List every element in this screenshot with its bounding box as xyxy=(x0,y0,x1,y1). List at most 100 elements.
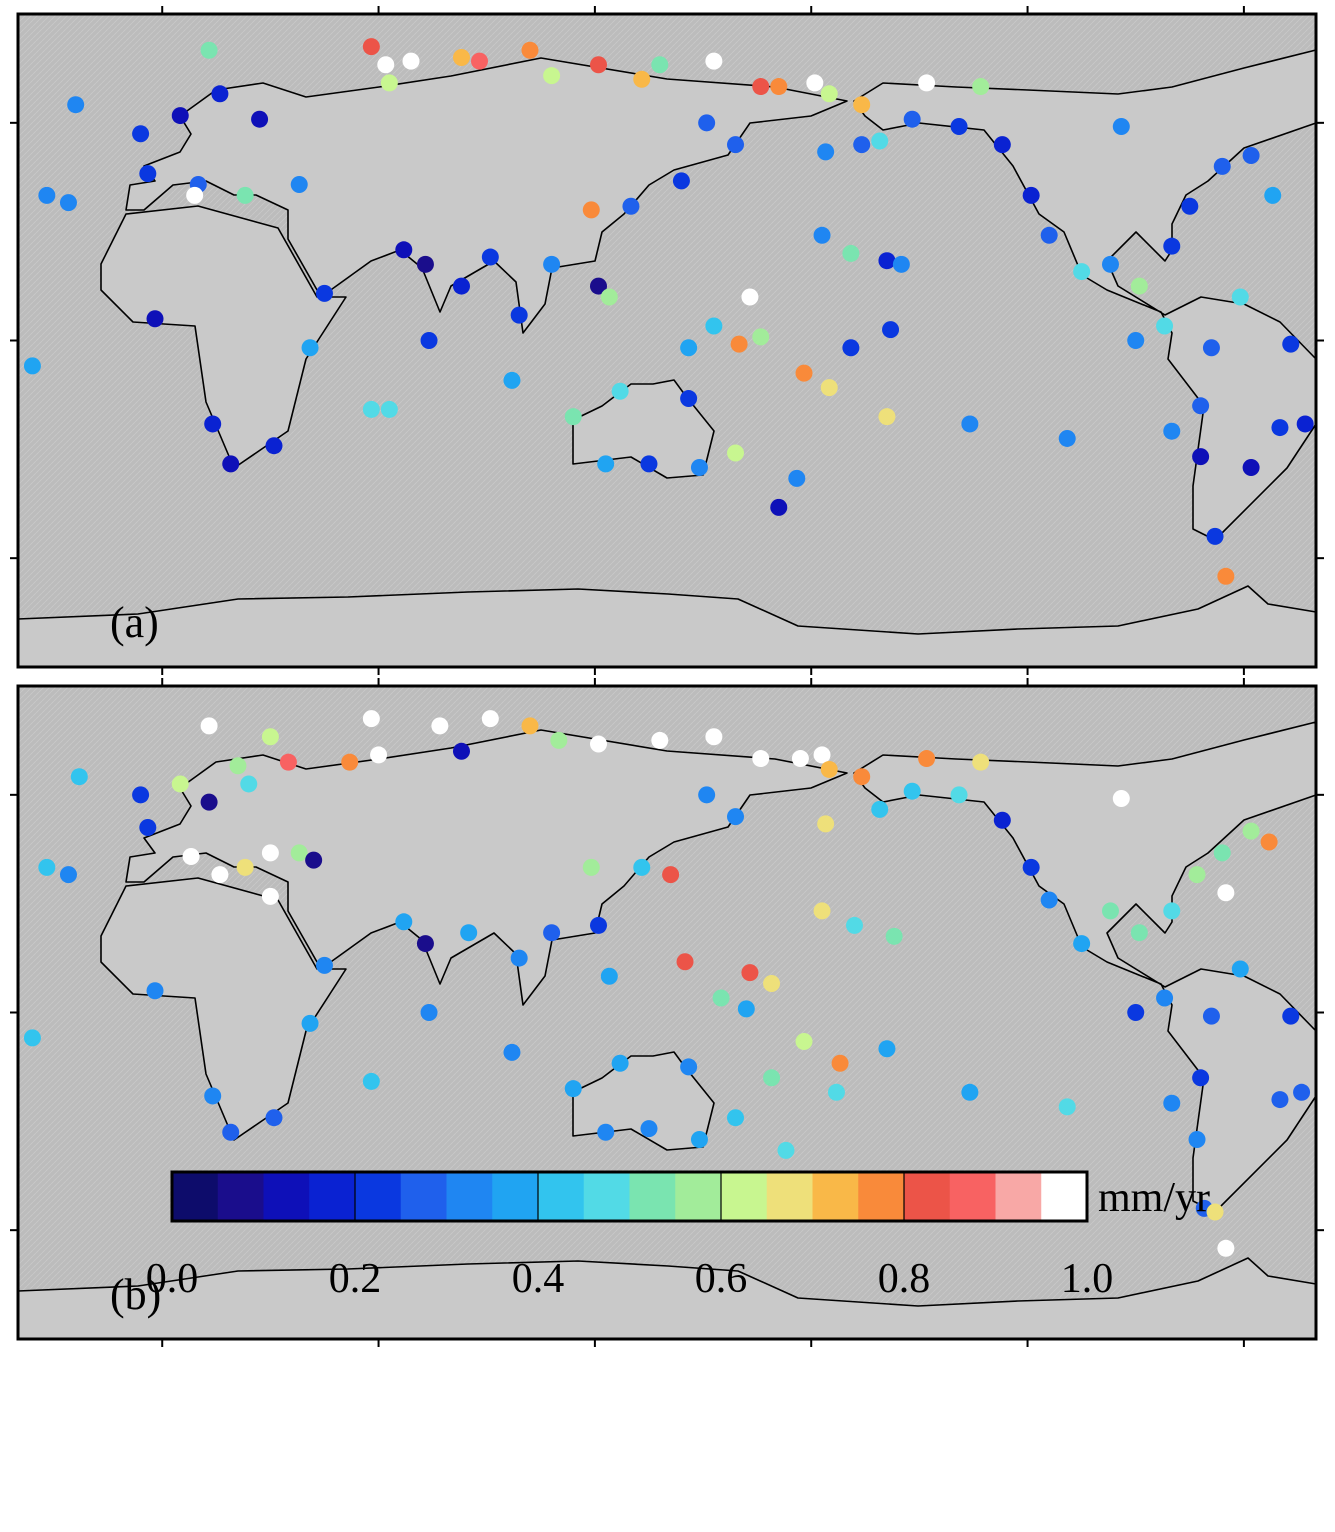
station xyxy=(503,1043,521,1061)
colorbar-tick-label: 0.6 xyxy=(695,1256,748,1302)
station xyxy=(763,1069,781,1087)
station xyxy=(543,924,561,942)
station xyxy=(1058,1098,1076,1116)
station xyxy=(690,458,708,476)
colorbar-tick-label: 1.0 xyxy=(1061,1256,1114,1302)
station xyxy=(993,811,1011,829)
station xyxy=(1181,197,1199,215)
station xyxy=(377,56,395,74)
station xyxy=(680,390,698,408)
station xyxy=(597,455,615,473)
station xyxy=(705,52,723,70)
station xyxy=(791,750,809,768)
colorbar-band xyxy=(721,1172,768,1221)
station xyxy=(460,924,478,942)
station xyxy=(1022,186,1040,204)
station xyxy=(918,750,936,768)
station xyxy=(481,710,499,728)
station xyxy=(186,186,204,204)
station xyxy=(1264,186,1282,204)
station xyxy=(727,136,745,154)
station xyxy=(301,339,319,357)
panel-label: (b) xyxy=(110,1270,161,1319)
station xyxy=(395,241,413,259)
station xyxy=(279,753,297,771)
station xyxy=(871,132,889,150)
station xyxy=(1271,1091,1289,1109)
station xyxy=(813,226,831,244)
station xyxy=(820,379,838,397)
station xyxy=(727,444,745,462)
station xyxy=(362,1072,380,1090)
colorbar-band xyxy=(812,1172,859,1221)
station xyxy=(993,136,1011,154)
station xyxy=(200,41,218,59)
station xyxy=(236,858,254,876)
station xyxy=(633,858,651,876)
colorbar-band xyxy=(492,1172,539,1221)
station xyxy=(611,1054,629,1072)
station xyxy=(589,916,607,934)
station xyxy=(1206,1203,1224,1221)
station xyxy=(1217,1239,1235,1257)
station xyxy=(651,731,669,749)
station xyxy=(871,800,889,818)
station xyxy=(471,52,489,70)
station xyxy=(698,786,716,804)
station xyxy=(416,255,434,273)
station xyxy=(817,143,835,161)
station xyxy=(727,808,745,826)
station xyxy=(1073,935,1091,953)
station xyxy=(1217,884,1235,902)
station xyxy=(820,760,838,778)
station xyxy=(1163,422,1181,440)
station xyxy=(132,125,150,143)
station xyxy=(251,110,269,128)
station xyxy=(878,252,896,270)
station xyxy=(211,866,229,884)
station xyxy=(510,306,528,324)
colorbar-band xyxy=(309,1172,356,1221)
station xyxy=(950,117,968,135)
station xyxy=(1192,1069,1210,1087)
station xyxy=(770,498,788,516)
station xyxy=(222,1123,240,1141)
station xyxy=(705,728,723,746)
station xyxy=(853,136,871,154)
station xyxy=(139,818,157,836)
station xyxy=(1206,527,1224,545)
station xyxy=(763,974,781,992)
station xyxy=(1296,415,1314,433)
station xyxy=(972,753,990,771)
station xyxy=(752,78,770,96)
station xyxy=(1282,335,1300,353)
station xyxy=(420,332,438,349)
station xyxy=(362,710,380,728)
station xyxy=(265,1109,283,1127)
colorbar-tick-label: 0.2 xyxy=(329,1256,382,1302)
station xyxy=(380,74,398,92)
station xyxy=(961,1083,979,1101)
basemap xyxy=(17,13,1317,668)
station xyxy=(878,1040,896,1058)
station xyxy=(705,317,723,335)
station xyxy=(395,913,413,931)
station xyxy=(265,437,283,455)
station xyxy=(1040,891,1058,909)
colorbar-band xyxy=(675,1172,722,1221)
station xyxy=(730,335,748,353)
station xyxy=(817,815,835,833)
station xyxy=(842,339,860,357)
station xyxy=(67,96,85,114)
station xyxy=(200,793,218,811)
basemap xyxy=(17,685,1317,1340)
panel-label: (a) xyxy=(110,598,159,647)
station xyxy=(362,38,380,56)
colorbar-band xyxy=(446,1172,493,1221)
station xyxy=(820,85,838,103)
station xyxy=(845,916,863,934)
station xyxy=(1156,317,1174,335)
station xyxy=(1073,263,1091,281)
colorbar-band xyxy=(858,1172,905,1221)
